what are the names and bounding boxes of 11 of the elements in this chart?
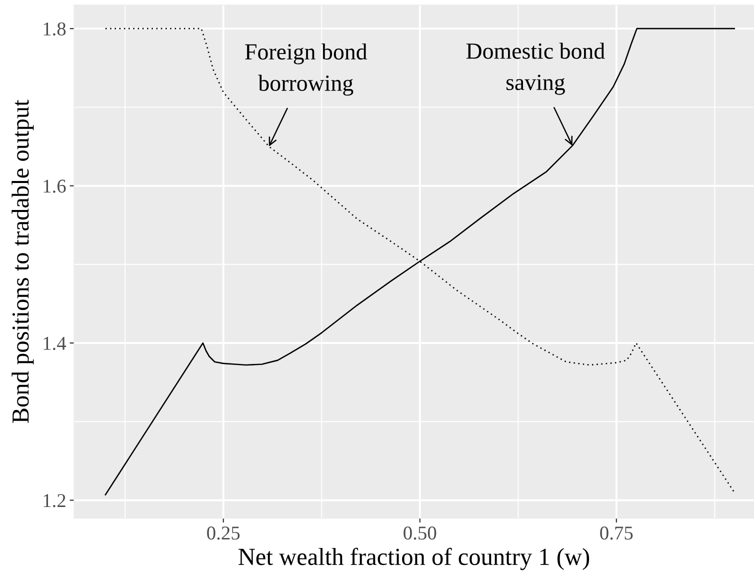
- y-tick-label: 1.6: [44, 180, 66, 193]
- y-tick-label: 1.8: [44, 22, 66, 36]
- y-axis-title: Bond positions to tradable output: [12, 100, 34, 423]
- x-tick-label: 0.75: [600, 526, 633, 540]
- x-tick-label: 0.50: [404, 526, 436, 540]
- x-tick-label: 0.25: [207, 526, 240, 540]
- annotation: Foreign bond borrowing: [245, 43, 368, 96]
- x-axis-title: Net wealth fraction of country 1 (w): [238, 548, 590, 570]
- y-tick-label: 1.2: [44, 494, 66, 508]
- y-tick-label: 1.4: [44, 336, 66, 350]
- annotation: Domestic bond saving: [466, 42, 605, 95]
